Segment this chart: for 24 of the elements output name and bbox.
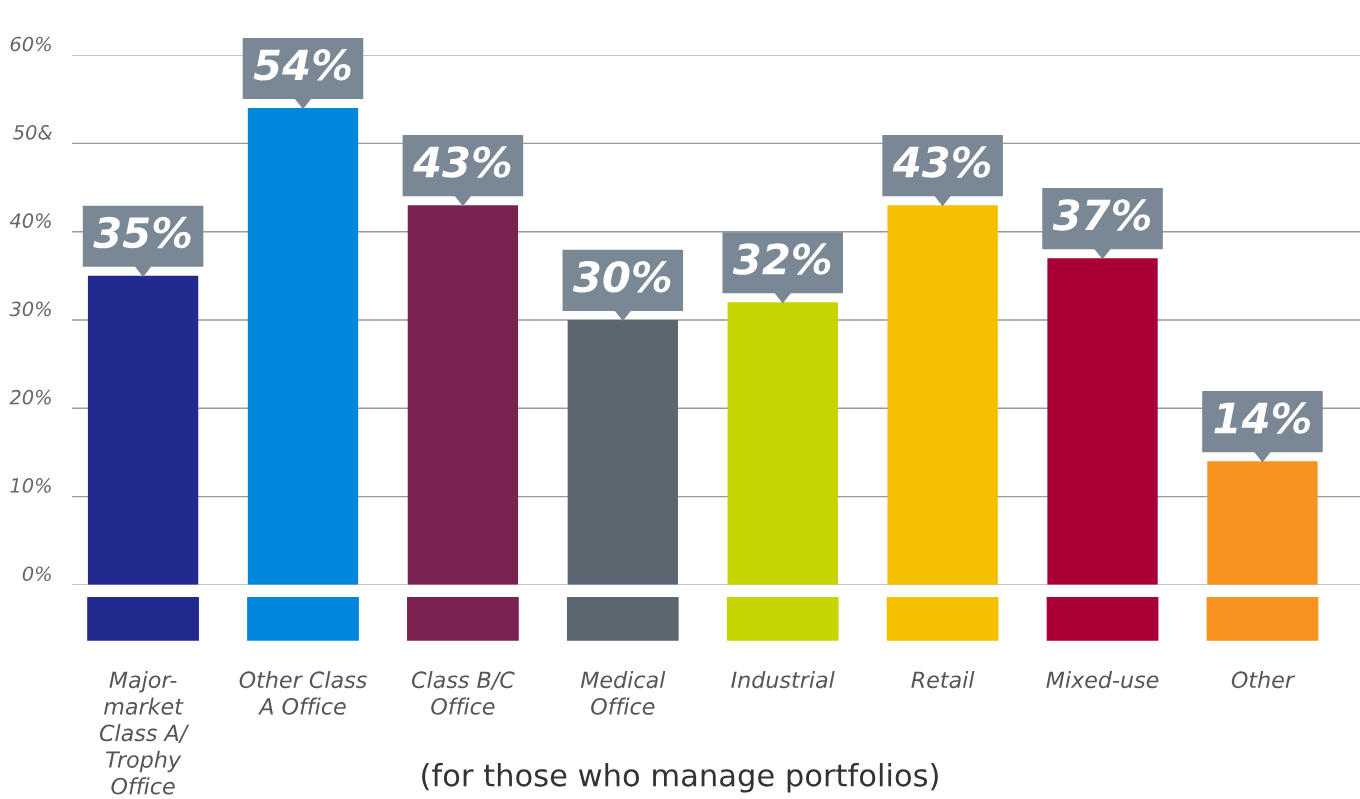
data-label: 32% — [732, 243, 831, 275]
y-tick-label: 20% — [9, 389, 51, 405]
data-label: 35% — [93, 216, 191, 249]
data-label: 43% — [413, 146, 511, 178]
x-tick-label: Major- market Class A/ Trophy Office — [99, 670, 190, 795]
y-tick-label: 0% — [22, 566, 51, 582]
x-tick-label: Other — [1231, 670, 1296, 689]
x-tick-label: Mixed-use — [1046, 670, 1159, 689]
data-label: 54% — [253, 49, 351, 81]
x-tick-label: Industrial — [731, 670, 835, 689]
x-tick-label: Medical Office — [580, 670, 666, 715]
data-label: 30% — [572, 260, 671, 293]
x-tick-label: Retail — [911, 670, 975, 689]
y-tick-label: 50& — [13, 124, 52, 140]
text: (for those who manage portfolios) — [422, 763, 938, 793]
data-label: 43% — [892, 146, 991, 178]
x-tick-label: Other Class A Office — [239, 670, 367, 715]
y-tick-label: 60% — [10, 36, 51, 52]
y-tick-label: 10% — [10, 478, 51, 493]
data-label: 37% — [1052, 199, 1151, 231]
data-label: 14% — [1214, 402, 1311, 434]
y-tick-label: 40% — [9, 213, 51, 228]
x-tick-label: Class B/C Office — [411, 670, 515, 715]
y-tick-label: 30% — [9, 301, 51, 317]
